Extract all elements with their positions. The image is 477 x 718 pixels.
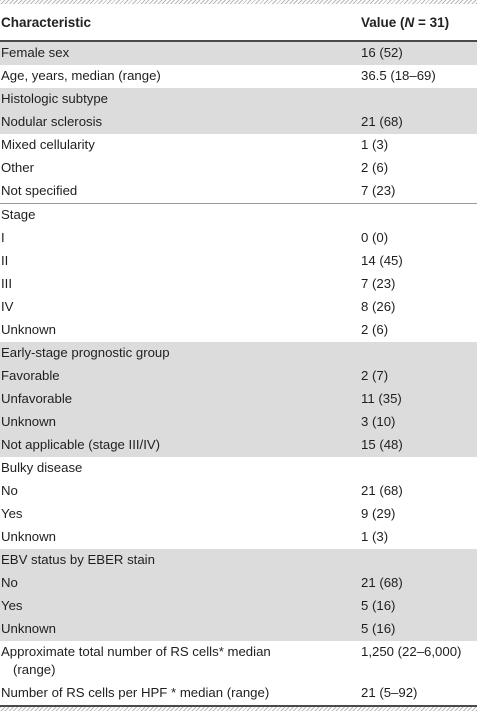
row-label: Yes	[0, 595, 357, 618]
row-value: 7 (23)	[361, 276, 396, 291]
table-row: Not specified 7 (23)	[0, 180, 477, 204]
row-value	[357, 203, 477, 227]
table-row: Female sex 16 (52)	[0, 42, 477, 65]
row-value: 36.5 (18–69)	[361, 68, 436, 83]
table-row: Mixed cellularity 1 (3)	[0, 134, 477, 157]
row-value: 21 (68)	[361, 483, 403, 498]
table-row: Unknown 5 (16)	[0, 618, 477, 641]
table-row: Yes 5 (16)	[0, 595, 477, 618]
table-row: Not applicable (stage III/IV) 15 (48)	[0, 434, 477, 457]
row-label: No	[0, 572, 357, 595]
row-value: 5 (16)	[357, 595, 477, 618]
table-row: Other 2 (6)	[0, 157, 477, 180]
table-row: Approximate total number of RS cells* me…	[0, 641, 477, 682]
row-label: Unknown	[0, 411, 357, 434]
header-value-n: N	[404, 14, 415, 30]
table-row: Stage	[0, 203, 477, 227]
row-label: Nodular sclerosis	[0, 111, 357, 134]
table-row: Unfavorable 11 (35)	[0, 388, 477, 411]
table-row: Nodular sclerosis 21 (68)	[0, 111, 477, 134]
table-row: Early-stage prognostic group	[0, 342, 477, 365]
header-value-suffix: = 31)	[414, 14, 450, 30]
row-label: Favorable	[0, 365, 357, 388]
table-row: III 7 (23)	[0, 273, 477, 296]
row-value: 1,250 (22–6,000)	[361, 644, 462, 659]
row-label: I	[1, 230, 5, 245]
row-value	[357, 342, 477, 365]
table-row: Unknown 3 (10)	[0, 411, 477, 434]
table-row: No 21 (68)	[0, 480, 477, 503]
row-value: 1 (3)	[361, 137, 389, 152]
row-label: Mixed cellularity	[1, 137, 95, 152]
row-value: 16 (52)	[357, 42, 477, 65]
row-value: 2 (7)	[357, 365, 477, 388]
row-value: 14 (45)	[361, 253, 403, 268]
row-label: EBV status by EBER stain	[0, 549, 357, 572]
row-label: Other	[1, 160, 34, 175]
row-label: Stage	[0, 203, 357, 227]
row-value: 21 (5–92)	[357, 682, 477, 707]
row-label: Yes	[1, 506, 23, 521]
row-value: 21 (68)	[357, 111, 477, 134]
row-value: 2 (6)	[361, 160, 389, 175]
table-row: Histologic subtype	[0, 88, 477, 111]
row-label: Unknown	[0, 618, 357, 641]
row-label: Early-stage prognostic group	[0, 342, 357, 365]
row-value: 3 (10)	[357, 411, 477, 434]
row-label: Unknown	[1, 529, 56, 544]
row-value: 7 (23)	[361, 183, 396, 198]
row-label: Not applicable (stage III/IV)	[0, 434, 357, 457]
table-header: Characteristic Value (N = 31)	[0, 4, 477, 40]
characteristics-table: Female sex 16 (52) Age, years, median (r…	[0, 42, 477, 707]
row-value: 2 (6)	[361, 322, 389, 337]
row-value: 9 (29)	[361, 506, 396, 521]
row-label: Bulky disease	[1, 460, 83, 475]
row-label: Female sex	[0, 42, 357, 65]
row-label: Unfavorable	[0, 388, 357, 411]
top-hatch-border	[0, 0, 477, 4]
row-value: 11 (35)	[357, 388, 477, 411]
table-row: IV 8 (26)	[0, 296, 477, 319]
row-value: 21 (68)	[357, 572, 477, 595]
row-value	[357, 457, 477, 480]
bottom-hatch-border	[0, 707, 477, 711]
table-row: Favorable 2 (7)	[0, 365, 477, 388]
row-label: Unknown	[1, 322, 56, 337]
row-label: III	[1, 276, 12, 291]
row-label: Approximate total number of RS cells* me…	[0, 641, 357, 682]
table-row: No 21 (68)	[0, 572, 477, 595]
table-row: Yes 9 (29)	[0, 503, 477, 526]
header-rule	[0, 40, 477, 42]
table-row: Bulky disease	[0, 457, 477, 480]
row-label: Histologic subtype	[0, 88, 357, 111]
row-label: Number of RS cells per HPF * median (ran…	[0, 682, 357, 707]
header-value-prefix: Value (	[361, 14, 405, 30]
header-characteristic: Characteristic	[1, 14, 92, 30]
table-row: Unknown 1 (3)	[0, 526, 477, 549]
row-label: Not specified	[1, 183, 78, 198]
table-row: II 14 (45)	[0, 250, 477, 273]
row-value	[357, 549, 477, 572]
row-label-line2: (range)	[13, 662, 56, 677]
row-value: 15 (48)	[357, 434, 477, 457]
row-value: 0 (0)	[361, 230, 389, 245]
table-row: I 0 (0)	[0, 227, 477, 250]
row-label: IV	[1, 299, 14, 314]
row-label: Age, years, median (range)	[1, 68, 161, 83]
table-row: EBV status by EBER stain	[0, 549, 477, 572]
row-value: 8 (26)	[361, 299, 396, 314]
row-value	[357, 88, 477, 111]
table-row: Number of RS cells per HPF * median (ran…	[0, 682, 477, 707]
table-row: Unknown 2 (6)	[0, 319, 477, 342]
row-label-line1: Approximate total number of RS cells* me…	[1, 644, 271, 659]
row-label: No	[1, 483, 18, 498]
table-row: Age, years, median (range) 36.5 (18–69)	[0, 65, 477, 88]
row-value: 1 (3)	[361, 529, 389, 544]
header-value: Value (N = 31)	[357, 15, 449, 30]
row-label: II	[1, 253, 9, 268]
row-value: 5 (16)	[357, 618, 477, 641]
